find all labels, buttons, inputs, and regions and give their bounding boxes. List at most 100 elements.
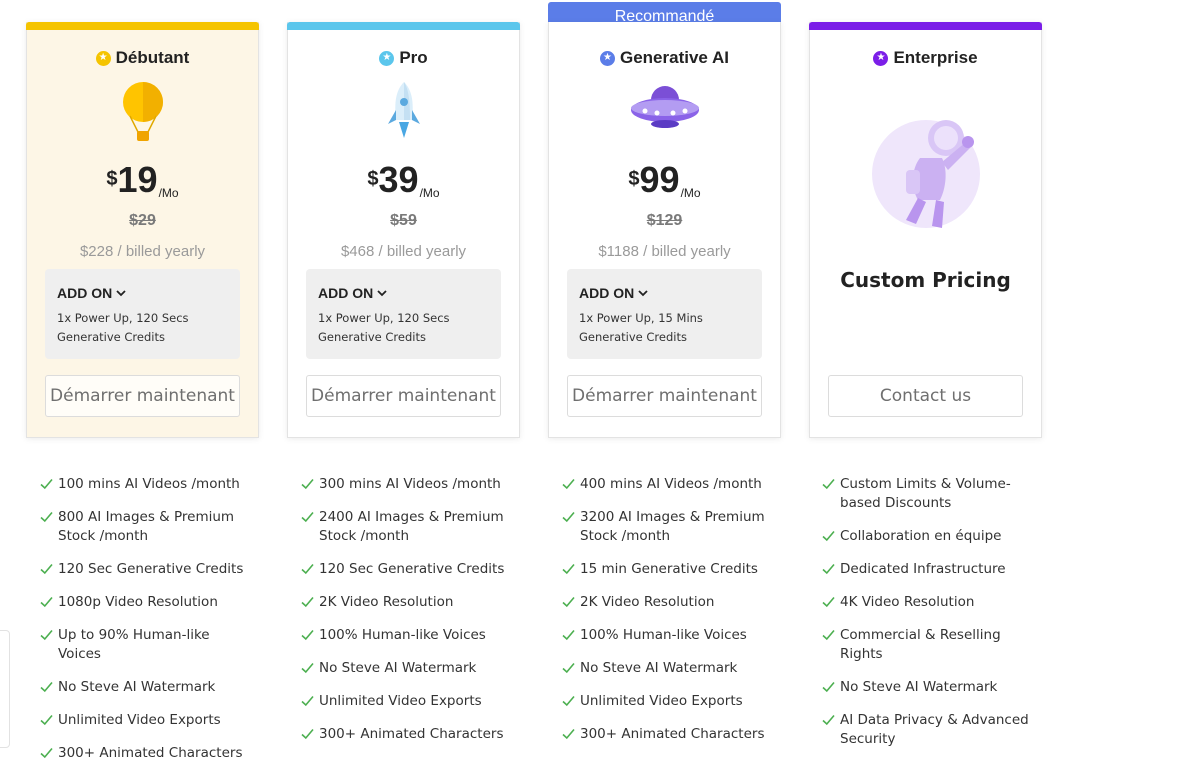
- checkmark-icon: [301, 563, 314, 575]
- feature-item: 100% Human-like Voices: [562, 626, 772, 645]
- plan-name: Pro: [399, 48, 428, 67]
- checkmark-icon: [822, 714, 835, 726]
- plan-card-debutant: ★ Débutant $ 19 /Mo $29 $228 / billed ye…: [26, 22, 259, 438]
- feature-list-debutant: 100 mins AI Videos /month 800 AI Images &…: [40, 475, 250, 768]
- chevron-down-icon: [638, 290, 648, 297]
- feature-text: 15 min Generative Credits: [580, 561, 758, 577]
- checkmark-icon: [562, 596, 575, 608]
- addon-box[interactable]: ADD ON 1x Power Up, 120 Secs Generative …: [45, 269, 240, 359]
- chevron-down-icon: [377, 290, 387, 297]
- feature-item: Unlimited Video Exports: [562, 692, 772, 711]
- price: $ 19 /Mo: [27, 159, 258, 201]
- checkmark-icon: [822, 681, 835, 693]
- start-now-button[interactable]: Démarrer maintenant: [45, 375, 240, 417]
- contact-us-button[interactable]: Contact us: [828, 375, 1023, 417]
- feature-item: Custom Limits & Volume-based Discounts: [822, 475, 1032, 513]
- feature-text: Commercial & Reselling Rights: [840, 627, 1001, 662]
- addon-label: ADD ON: [579, 285, 635, 301]
- addon-toggle[interactable]: ADD ON: [318, 285, 489, 301]
- start-now-button[interactable]: Démarrer maintenant: [306, 375, 501, 417]
- feature-item: AI Data Privacy & Advanced Security: [822, 711, 1032, 749]
- feature-text: 300+ Animated Characters: [58, 745, 243, 761]
- addon-detail: 1x Power Up, 120 Secs Generative Credits: [57, 311, 189, 344]
- feature-text: 800 AI Images & Premium Stock /month: [58, 509, 235, 544]
- checkmark-icon: [562, 563, 575, 575]
- feature-item: 120 Sec Generative Credits: [301, 560, 511, 579]
- feature-item: Up to 90% Human-like Voices: [40, 626, 250, 664]
- old-price: $29: [129, 212, 156, 229]
- checkmark-icon: [562, 695, 575, 707]
- feature-text: Collaboration en équipe: [840, 528, 1002, 544]
- plan-title: ★ Débutant: [27, 48, 258, 68]
- feature-item: No Steve AI Watermark: [40, 678, 250, 697]
- feature-text: 400 mins AI Videos /month: [580, 476, 762, 492]
- feature-item: 300+ Animated Characters: [40, 744, 250, 763]
- plan-card-enterprise: ★ Enterprise Custom Pricing Contact us: [809, 22, 1042, 438]
- feature-item: No Steve AI Watermark: [822, 678, 1032, 697]
- start-now-button[interactable]: Démarrer maintenant: [567, 375, 762, 417]
- feature-item: No Steve AI Watermark: [562, 659, 772, 678]
- feature-list-generative-ai: 400 mins AI Videos /month 3200 AI Images …: [562, 475, 772, 758]
- feature-text: 2400 AI Images & Premium Stock /month: [319, 509, 504, 544]
- feature-text: Unlimited Video Exports: [319, 693, 482, 709]
- feature-text: Unlimited Video Exports: [580, 693, 743, 709]
- feature-item: 300 mins AI Videos /month: [301, 475, 511, 494]
- checkmark-icon: [562, 478, 575, 490]
- feature-text: No Steve AI Watermark: [580, 660, 738, 676]
- price-amount: 19: [117, 159, 158, 200]
- card-accent-bar: [26, 22, 259, 30]
- feature-item: 100 mins AI Videos /month: [40, 475, 250, 494]
- feature-item: 2K Video Resolution: [562, 593, 772, 612]
- feature-text: 3200 AI Images & Premium Stock /month: [580, 509, 765, 544]
- feature-text: Custom Limits & Volume-based Discounts: [840, 476, 1011, 511]
- checkmark-icon: [301, 629, 314, 641]
- feature-item: Collaboration en équipe: [822, 527, 1032, 546]
- feature-item: 400 mins AI Videos /month: [562, 475, 772, 494]
- addon-box[interactable]: ADD ON 1x Power Up, 15 Mins Generative C…: [567, 269, 762, 359]
- plan-title: ★ Enterprise: [810, 48, 1041, 68]
- price-currency: $: [106, 168, 118, 190]
- feature-text: 100% Human-like Voices: [319, 627, 486, 643]
- price-amount: 39: [378, 159, 419, 200]
- feature-text: Up to 90% Human-like Voices: [58, 627, 210, 662]
- feature-item: 15 min Generative Credits: [562, 560, 772, 579]
- feature-item: Commercial & Reselling Rights: [822, 626, 1032, 664]
- plan-name: Generative AI: [620, 48, 729, 67]
- addon-toggle[interactable]: ADD ON: [57, 285, 228, 301]
- checkmark-icon: [301, 662, 314, 674]
- old-price: $129: [646, 212, 683, 229]
- checkmark-icon: [40, 747, 53, 759]
- addon-box[interactable]: ADD ON 1x Power Up, 120 Secs Generative …: [306, 269, 501, 359]
- feature-item: Unlimited Video Exports: [40, 711, 250, 730]
- feature-text: Unlimited Video Exports: [58, 712, 221, 728]
- checkmark-icon: [301, 478, 314, 490]
- checkmark-icon: [40, 629, 53, 641]
- price-currency: $: [367, 168, 379, 190]
- checkmark-icon: [822, 478, 835, 490]
- feature-item: 300+ Animated Characters: [562, 725, 772, 744]
- checkmark-icon: [40, 714, 53, 726]
- price-period: /Mo: [680, 186, 701, 200]
- feature-item: Dedicated Infrastructure: [822, 560, 1032, 579]
- addon-toggle[interactable]: ADD ON: [579, 285, 750, 301]
- checkmark-icon: [301, 511, 314, 523]
- side-panel-edge: [0, 630, 10, 748]
- feature-item: 3200 AI Images & Premium Stock /month: [562, 508, 772, 546]
- checkmark-icon: [822, 629, 835, 641]
- checkmark-icon: [40, 596, 53, 608]
- checkmark-icon: [40, 563, 53, 575]
- addon-detail: 1x Power Up, 120 Secs Generative Credits: [318, 311, 450, 344]
- astronaut-icon: [810, 108, 1041, 238]
- feature-text: No Steve AI Watermark: [319, 660, 477, 676]
- addon-label: ADD ON: [57, 285, 113, 301]
- feature-list-pro: 300 mins AI Videos /month 2400 AI Images …: [301, 475, 511, 758]
- plan-name: Enterprise: [893, 48, 978, 67]
- custom-pricing: Custom Pricing: [840, 268, 1011, 292]
- feature-item: 120 Sec Generative Credits: [40, 560, 250, 579]
- price: $ 99 /Mo: [549, 162, 780, 201]
- price-period: /Mo: [158, 186, 179, 200]
- price-period: /Mo: [419, 186, 440, 200]
- checkmark-icon: [562, 511, 575, 523]
- price: $ 39 /Mo: [288, 159, 519, 201]
- rocket-icon: [288, 80, 519, 150]
